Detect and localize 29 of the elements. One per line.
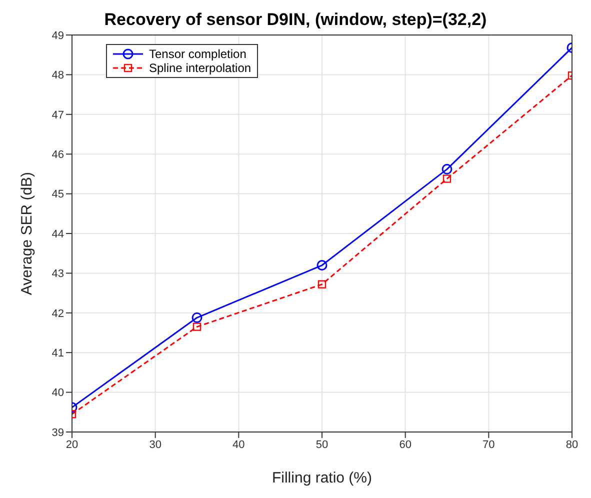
point xyxy=(192,322,202,331)
y-tick-label: 44 xyxy=(52,228,64,240)
x-tick-label: 80 xyxy=(566,438,578,451)
point xyxy=(442,174,452,183)
legend-label: Spline interpolation xyxy=(149,61,252,75)
x-tick-label: 40 xyxy=(232,438,245,451)
x-tick-label: 30 xyxy=(149,438,162,451)
y-tick-label: 43 xyxy=(52,268,64,280)
y-tick-label: 46 xyxy=(52,149,64,162)
y-tick-label: 39 xyxy=(52,426,64,439)
y-tick-label: 48 xyxy=(52,70,64,82)
x-tick-label: 20 xyxy=(66,438,78,451)
y-tick-label: 47 xyxy=(52,109,64,122)
y-tick-label: 49 xyxy=(52,30,64,42)
x-axis-title: Filling ratio (%) xyxy=(272,470,372,487)
y-axis-title: Average SER (dB) xyxy=(18,172,36,296)
x-tick-label: 70 xyxy=(482,438,495,451)
point xyxy=(192,312,202,323)
y-tick-label: 40 xyxy=(52,387,64,400)
point xyxy=(318,280,326,288)
x-tick-label: 50 xyxy=(316,438,328,451)
y-tick-label: 42 xyxy=(52,308,64,320)
point xyxy=(442,164,452,174)
x-tick-label: 60 xyxy=(399,438,412,451)
legend-label: Tensor completion xyxy=(149,47,246,61)
point xyxy=(316,260,328,271)
chart-title: Recovery of sensor D9IN, (window, step)=(32,2) xyxy=(103,10,488,30)
y-tick-label: 45 xyxy=(52,188,64,201)
y-tick-label: 41 xyxy=(52,348,64,360)
